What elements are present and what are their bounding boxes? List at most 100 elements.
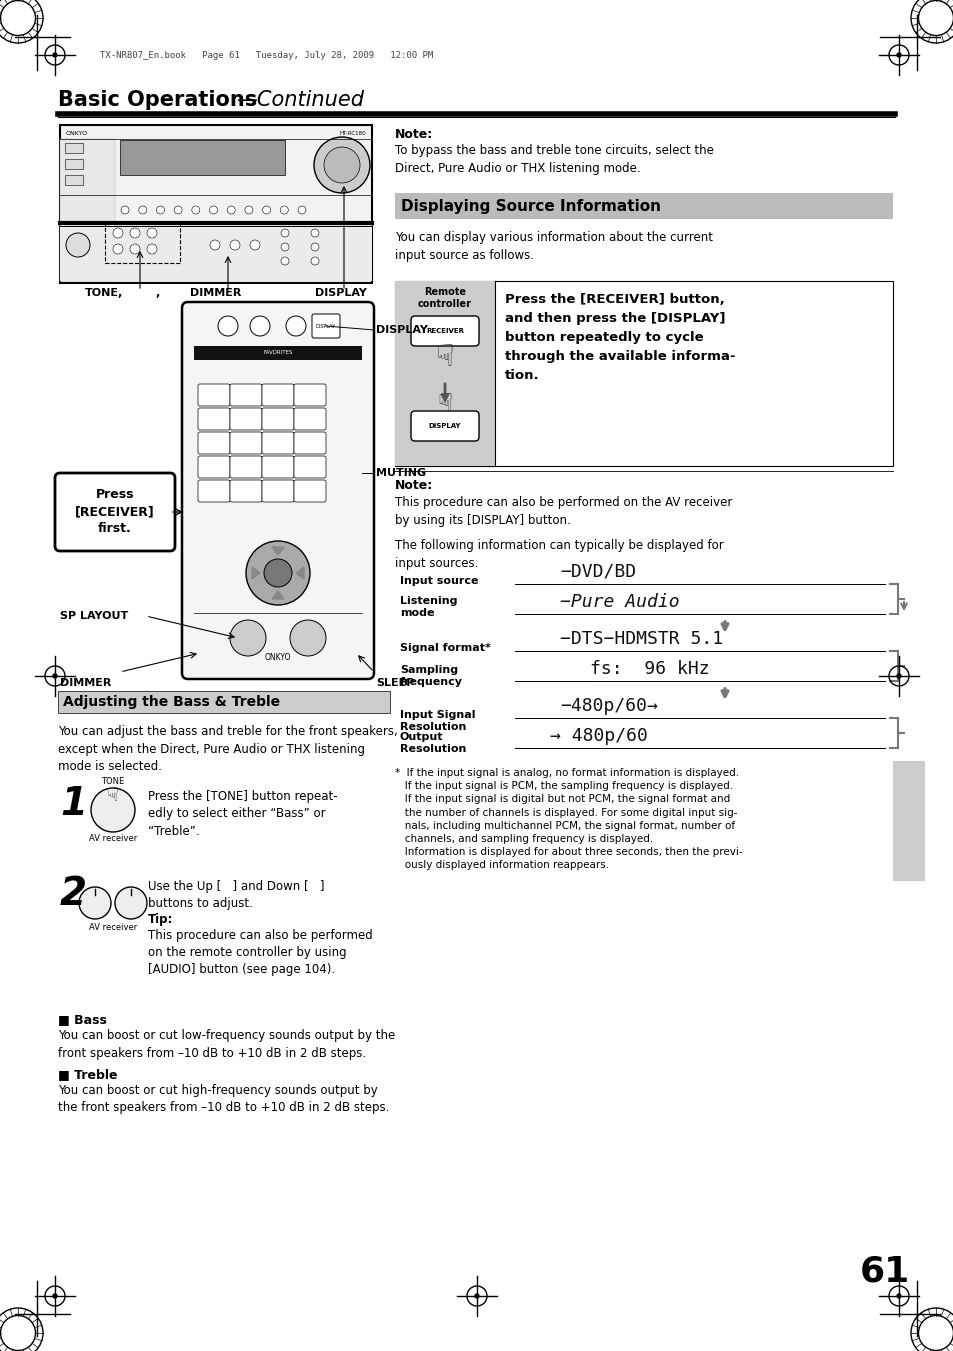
Bar [60, 226, 372, 281]
Text: −Pure Audio: −Pure Audio [559, 593, 679, 611]
Text: −DTS−HDMSTR 5.1: −DTS−HDMSTR 5.1 [559, 630, 722, 648]
Circle shape [147, 245, 157, 254]
Text: Press
[RECEIVER]
first.: Press [RECEIVER] first. [75, 488, 154, 535]
Text: → 480p/60: → 480p/60 [550, 727, 647, 744]
Text: 2: 2 [60, 875, 87, 913]
Text: ☟: ☟ [436, 392, 452, 416]
Circle shape [210, 240, 220, 250]
FancyBboxPatch shape [411, 316, 478, 346]
Text: Press the [RECEIVER] button,
and then press the [DISPLAY]
button repeatedly to c: Press the [RECEIVER] button, and then pr… [504, 293, 735, 382]
FancyBboxPatch shape [411, 411, 478, 440]
Circle shape [281, 257, 289, 265]
Circle shape [314, 136, 370, 193]
Text: SLEEP: SLEEP [375, 678, 414, 688]
FancyBboxPatch shape [312, 313, 339, 338]
Text: AV receiver: AV receiver [89, 923, 137, 932]
Bar [395, 193, 892, 219]
Circle shape [311, 230, 318, 236]
Bar [58, 690, 390, 713]
Bar [65, 143, 83, 153]
FancyBboxPatch shape [230, 480, 262, 503]
Bar [65, 159, 83, 169]
FancyBboxPatch shape [198, 408, 230, 430]
Circle shape [130, 245, 140, 254]
Text: To bypass the bass and treble tone circuits, select the
Direct, Pure Audio or TH: To bypass the bass and treble tone circu… [395, 145, 713, 176]
Text: MUTING: MUTING [375, 467, 426, 478]
FancyBboxPatch shape [230, 384, 262, 407]
Text: Listening
mode: Listening mode [399, 596, 457, 619]
Text: ☟: ☟ [436, 343, 454, 372]
Text: Tip:: Tip: [148, 913, 173, 925]
Text: fs:  96 kHz: fs: 96 kHz [589, 661, 709, 678]
Bar [193, 346, 361, 359]
Bar [65, 176, 83, 185]
FancyBboxPatch shape [230, 457, 262, 478]
Bar [60, 139, 115, 281]
Text: This procedure can also be performed on the AV receiver
by using its [DISPLAY] b: This procedure can also be performed on … [395, 496, 732, 527]
Text: 61: 61 [859, 1254, 909, 1288]
FancyBboxPatch shape [230, 408, 262, 430]
FancyBboxPatch shape [262, 480, 294, 503]
Text: Basic Operations: Basic Operations [58, 91, 257, 109]
FancyBboxPatch shape [198, 384, 230, 407]
Text: ■ Bass: ■ Bass [58, 1013, 107, 1025]
Text: HT-RC180: HT-RC180 [339, 131, 366, 136]
Text: ■ Treble: ■ Treble [58, 1069, 117, 1081]
Text: You can boost or cut high-frequency sounds output by
the front speakers from –10: You can boost or cut high-frequency soun… [58, 1084, 389, 1115]
Text: You can boost or cut low-frequency sounds output by the
front speakers from –10 : You can boost or cut low-frequency sound… [58, 1029, 395, 1059]
Text: DIMMER: DIMMER [60, 678, 112, 688]
FancyBboxPatch shape [182, 303, 374, 680]
Circle shape [91, 788, 135, 832]
FancyBboxPatch shape [294, 480, 326, 503]
Circle shape [245, 205, 253, 213]
Text: Press the [TONE] button repeat-
edly to select either “Bass” or
“Treble”.: Press the [TONE] button repeat- edly to … [148, 790, 337, 838]
Text: FAVORITES: FAVORITES [263, 350, 293, 355]
Text: Output
Resolution: Output Resolution [399, 732, 466, 754]
Text: Adjusting the Bass & Treble: Adjusting the Bass & Treble [63, 694, 280, 709]
Circle shape [156, 205, 164, 213]
Circle shape [112, 245, 123, 254]
Polygon shape [272, 590, 284, 598]
Circle shape [53, 53, 57, 57]
Text: DISPLAY: DISPLAY [315, 323, 335, 328]
Text: ONKYO: ONKYO [66, 131, 88, 136]
Circle shape [53, 674, 57, 678]
Circle shape [230, 240, 240, 250]
Circle shape [66, 232, 90, 257]
Circle shape [250, 240, 260, 250]
FancyBboxPatch shape [294, 384, 326, 407]
Bar [105, 223, 180, 263]
Bar [395, 281, 495, 466]
Text: 1: 1 [60, 785, 87, 823]
FancyBboxPatch shape [294, 457, 326, 478]
FancyBboxPatch shape [230, 432, 262, 454]
Text: TONE,: TONE, [85, 288, 123, 299]
Circle shape [121, 205, 129, 213]
Circle shape [210, 205, 217, 213]
Text: RECEIVER: RECEIVER [426, 328, 463, 334]
Bar [892, 761, 924, 881]
Text: TONE: TONE [101, 777, 125, 786]
FancyBboxPatch shape [198, 480, 230, 503]
Circle shape [280, 205, 288, 213]
Circle shape [147, 228, 157, 238]
Text: Signal format*: Signal format* [399, 643, 491, 653]
Polygon shape [295, 567, 304, 580]
Circle shape [250, 316, 270, 336]
Text: DIMMER: DIMMER [190, 288, 241, 299]
Circle shape [112, 228, 123, 238]
Bar [120, 141, 285, 176]
Circle shape [218, 316, 237, 336]
Circle shape [53, 1294, 57, 1298]
Text: *  If the input signal is analog, no format information is displayed.
   If the : * If the input signal is analog, no form… [395, 767, 741, 870]
FancyBboxPatch shape [262, 384, 294, 407]
Circle shape [290, 620, 326, 657]
Circle shape [230, 620, 266, 657]
FancyBboxPatch shape [262, 432, 294, 454]
Circle shape [896, 674, 900, 678]
Bar [395, 281, 892, 466]
Circle shape [896, 53, 900, 57]
Text: Displaying Source Information: Displaying Source Information [400, 199, 660, 213]
Polygon shape [252, 567, 260, 580]
Circle shape [281, 243, 289, 251]
